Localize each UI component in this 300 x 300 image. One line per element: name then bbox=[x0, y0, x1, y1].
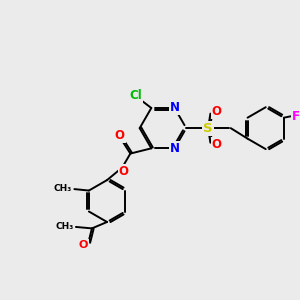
Text: O: O bbox=[212, 105, 222, 119]
Text: O: O bbox=[119, 164, 129, 178]
Text: O: O bbox=[115, 129, 124, 142]
Text: CH₃: CH₃ bbox=[55, 222, 74, 231]
Text: N: N bbox=[169, 142, 180, 155]
Text: O: O bbox=[79, 240, 88, 250]
Text: F: F bbox=[292, 110, 300, 123]
Text: O: O bbox=[212, 138, 222, 151]
Text: N: N bbox=[169, 101, 180, 115]
Text: S: S bbox=[203, 122, 213, 135]
Text: CH₃: CH₃ bbox=[54, 184, 72, 193]
Text: Cl: Cl bbox=[129, 89, 142, 102]
